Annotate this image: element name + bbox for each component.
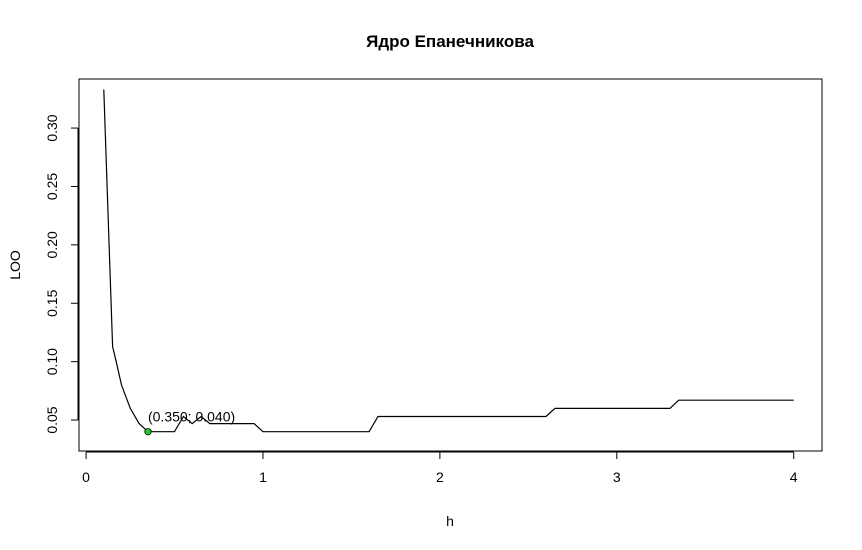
x-tick-label: 1	[259, 469, 267, 485]
marks-layer: (0.350; 0.040)	[144, 409, 235, 436]
min-point-marker	[144, 428, 152, 436]
x-tick-label: 3	[613, 469, 621, 485]
y-tick-label: 0.05	[44, 406, 60, 433]
y-axis-label: LOO	[7, 250, 23, 280]
x-tick-label: 4	[790, 469, 798, 485]
x-tick-label: 0	[82, 469, 90, 485]
y-tick-label: 0.30	[44, 114, 60, 141]
plot-frame	[78, 78, 823, 452]
y-tick-label: 0.20	[44, 231, 60, 258]
series-layer	[103, 89, 794, 433]
x-axis-label: h	[446, 513, 454, 529]
min-point-annotation: (0.350; 0.040)	[148, 409, 235, 425]
y-tick-label: 0.25	[44, 173, 60, 200]
x-axis: 0 1 2 3 4	[82, 451, 798, 485]
series-line	[103, 89, 794, 433]
x-tick-label: 2	[436, 469, 444, 485]
y-tick-label: 0.10	[44, 348, 60, 375]
y-axis: 0.05 0.10 0.15 0.20 0.25 0.30	[44, 114, 79, 434]
y-tick-label: 0.15	[44, 289, 60, 316]
chart-title: Ядро Епанечникова	[366, 32, 534, 51]
